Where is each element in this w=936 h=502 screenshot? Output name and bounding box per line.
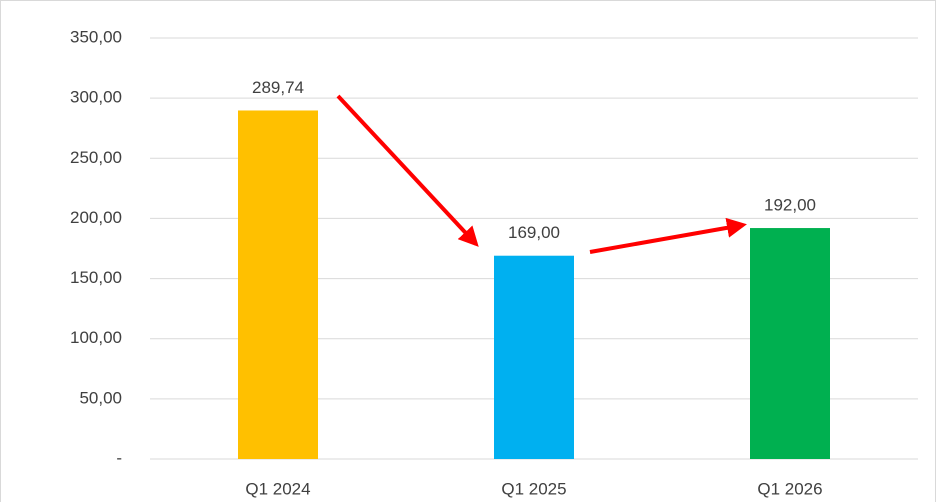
- y-tick-label: 50,00: [79, 388, 122, 407]
- y-tick-label: 150,00: [70, 268, 122, 287]
- x-tick-label: Q1 2025: [501, 479, 566, 498]
- y-tick-label: 200,00: [70, 208, 122, 227]
- y-tick-label: 250,00: [70, 148, 122, 167]
- x-tick-label: Q1 2024: [245, 479, 310, 498]
- plot-area: - 50,00 100,00 150,00 200,00 250,00 300,00 350,…: [70, 27, 918, 498]
- data-label: 169,00: [508, 223, 560, 242]
- bar: [494, 255, 574, 459]
- bar: [750, 228, 830, 459]
- y-tick-label: 300,00: [70, 88, 122, 107]
- y-tick-label: 350,00: [70, 27, 122, 46]
- bar: [238, 110, 318, 460]
- arrow: [336, 94, 479, 247]
- y-tick-label: 100,00: [70, 328, 122, 347]
- y-tick-label: -: [116, 448, 122, 467]
- data-label: 289,74: [252, 78, 304, 97]
- arrow: [589, 217, 747, 254]
- x-tick-label: Q1 2026: [757, 479, 822, 498]
- data-label: 192,00: [764, 196, 816, 215]
